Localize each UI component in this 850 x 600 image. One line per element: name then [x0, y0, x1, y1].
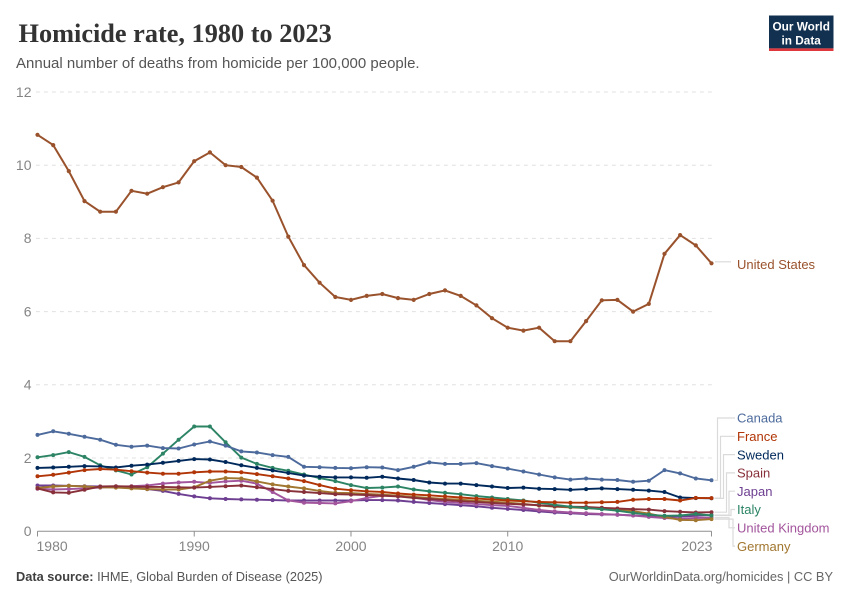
svg-text:Canada: Canada [737, 411, 783, 426]
svg-text:1980: 1980 [37, 538, 68, 554]
svg-text:8: 8 [24, 230, 32, 246]
svg-text:OurWorldinData.org/homicides |: OurWorldinData.org/homicides | CC BY [609, 569, 834, 584]
svg-text:Sweden: Sweden [737, 447, 784, 462]
svg-text:Italy: Italy [737, 502, 761, 517]
svg-text:1990: 1990 [179, 538, 210, 554]
svg-text:2023: 2023 [681, 538, 712, 554]
svg-text:France: France [737, 429, 777, 444]
svg-text:4: 4 [24, 377, 32, 393]
svg-text:Spain: Spain [737, 466, 770, 481]
svg-text:2000: 2000 [335, 538, 366, 554]
svg-text:Germany: Germany [737, 539, 791, 554]
svg-text:United States: United States [737, 257, 816, 272]
svg-text:2: 2 [24, 450, 32, 466]
svg-text:0: 0 [24, 523, 32, 539]
svg-text:Annual number of deaths from h: Annual number of deaths from homicide pe… [16, 55, 420, 72]
svg-text:in Data: in Data [782, 34, 822, 48]
svg-text:Data source: IHME, Global Burd: Data source: IHME, Global Burden of Dise… [16, 569, 323, 584]
svg-text:12: 12 [16, 84, 32, 100]
svg-text:United Kingdom: United Kingdom [737, 521, 830, 536]
svg-text:Our World: Our World [772, 20, 829, 34]
svg-text:6: 6 [24, 303, 32, 319]
svg-text:2010: 2010 [492, 538, 523, 554]
svg-text:10: 10 [16, 157, 32, 173]
svg-text:Homicide rate, 1980 to 2023: Homicide rate, 1980 to 2023 [19, 19, 332, 48]
svg-text:Japan: Japan [737, 484, 772, 499]
